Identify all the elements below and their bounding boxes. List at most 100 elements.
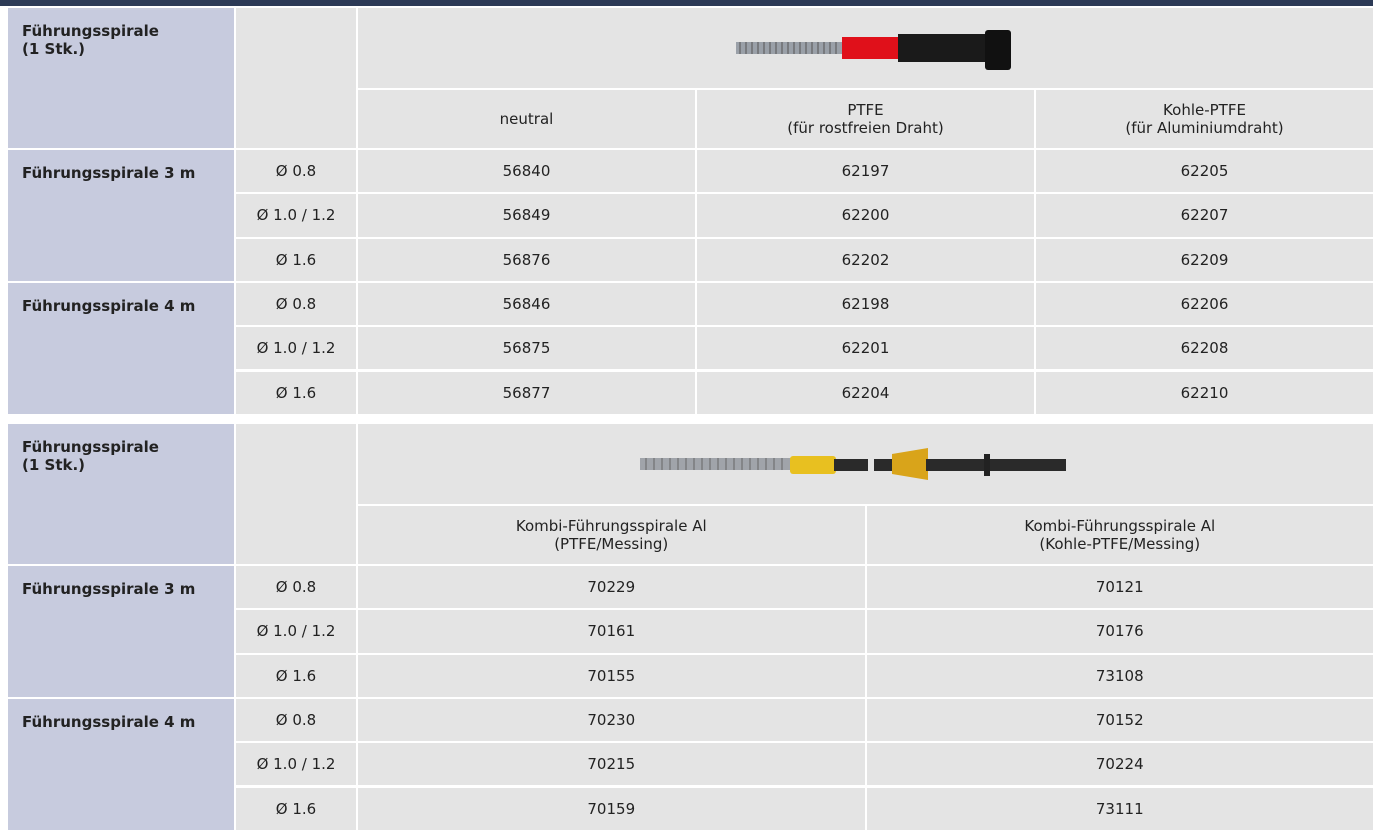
article-number: 62202 [697, 239, 1034, 281]
text: Führungsspirale 4 m [22, 713, 195, 731]
size-cell: Ø 0.8 [236, 283, 356, 325]
text: Ø 1.6 [276, 384, 316, 402]
text: PTFE [847, 101, 883, 119]
text: 62210 [1181, 384, 1229, 402]
text: 70159 [587, 800, 635, 818]
text: Kombi-Führungsspirale Al [516, 517, 707, 535]
article-number: 62197 [697, 150, 1034, 192]
text: Führungsspirale [22, 438, 159, 456]
article-number: 62198 [697, 283, 1034, 325]
text: 62204 [842, 384, 890, 402]
text: 62205 [1181, 162, 1229, 180]
article-number: 70159 [358, 788, 865, 830]
text: 73108 [1096, 667, 1144, 685]
text: 56840 [503, 162, 551, 180]
size-cell: Ø 1.6 [236, 655, 356, 697]
group-label: Führungsspirale 4 m [8, 699, 234, 830]
text: 73111 [1096, 800, 1144, 818]
text: Führungsspirale 3 m [22, 580, 195, 598]
article-number: 70229 [358, 566, 865, 608]
text: Ø 1.0 / 1.2 [257, 622, 336, 640]
group-label: Führungsspirale 3 m [8, 150, 234, 281]
table-title: Führungsspirale(1 Stk.) [8, 424, 234, 564]
text: 70161 [587, 622, 635, 640]
text: (1 Stk.) [22, 40, 85, 58]
text: 70229 [587, 578, 635, 596]
text: 70155 [587, 667, 635, 685]
text: 62201 [842, 339, 890, 357]
text: 56875 [503, 339, 551, 357]
article-number: 70152 [867, 699, 1373, 741]
text: Kombi-Führungsspirale Al [1024, 517, 1215, 535]
text: Führungsspirale 4 m [22, 297, 195, 315]
text: (1 Stk.) [22, 456, 85, 474]
column-header: Kombi-Führungsspirale Al(Kohle-PTFE/Mess… [867, 506, 1373, 564]
article-number: 56877 [358, 372, 695, 414]
size-cell: Ø 1.6 [236, 788, 356, 830]
article-number: 70176 [867, 610, 1373, 652]
text: Ø 0.8 [276, 711, 316, 729]
article-number: 56849 [358, 194, 695, 236]
text: (Kohle-PTFE/Messing) [1039, 535, 1200, 553]
text: Ø 1.0 / 1.2 [257, 339, 336, 357]
column-header: PTFE(für rostfreien Draht) [697, 90, 1034, 148]
text: Ø 1.0 / 1.2 [257, 755, 336, 773]
article-number: 62210 [1036, 372, 1373, 414]
text: neutral [500, 110, 554, 128]
size-cell: Ø 1.0 / 1.2 [236, 610, 356, 652]
text: (PTFE/Messing) [554, 535, 668, 553]
article-number: 73111 [867, 788, 1373, 830]
size-cell: Ø 1.6 [236, 372, 356, 414]
text: 62202 [842, 251, 890, 269]
text: Ø 0.8 [276, 578, 316, 596]
article-number: 70155 [358, 655, 865, 697]
size-cell: Ø 0.8 [236, 566, 356, 608]
text: (für rostfreien Draht) [787, 119, 943, 137]
text: Ø 0.8 [276, 162, 316, 180]
text: 70230 [587, 711, 635, 729]
liner-image [730, 28, 1015, 74]
column-header: Kombi-Führungsspirale Al(PTFE/Messing) [358, 506, 865, 564]
text: Führungsspirale [22, 22, 159, 40]
group-label: Führungsspirale 4 m [8, 283, 234, 414]
text: Führungsspirale 3 m [22, 164, 195, 182]
text: Kohle-PTFE [1163, 101, 1246, 119]
text: 56846 [503, 295, 551, 313]
text: 62200 [842, 206, 890, 224]
text: 56877 [503, 384, 551, 402]
size-cell: Ø 1.0 / 1.2 [236, 743, 356, 785]
size-cell: Ø 0.8 [236, 150, 356, 192]
text: 70176 [1096, 622, 1144, 640]
table-title: Führungsspirale(1 Stk.) [8, 8, 234, 148]
text: 62206 [1181, 295, 1229, 313]
article-number: 62205 [1036, 150, 1373, 192]
article-number: 56846 [358, 283, 695, 325]
text: 70121 [1096, 578, 1144, 596]
text: Ø 1.0 / 1.2 [257, 206, 336, 224]
text: 62197 [842, 162, 890, 180]
text: Ø 1.6 [276, 251, 316, 269]
group-label: Führungsspirale 3 m [8, 566, 234, 697]
size-cell: Ø 0.8 [236, 699, 356, 741]
text: 70152 [1096, 711, 1144, 729]
text: 70224 [1096, 755, 1144, 773]
size-cell: Ø 1.6 [236, 239, 356, 281]
text: Ø 1.6 [276, 800, 316, 818]
text: 56849 [503, 206, 551, 224]
text: 62208 [1181, 339, 1229, 357]
article-number: 70121 [867, 566, 1373, 608]
article-number: 62204 [697, 372, 1034, 414]
text: Ø 0.8 [276, 295, 316, 313]
text: 62207 [1181, 206, 1229, 224]
column-header: Kohle-PTFE(für Aluminiumdraht) [1036, 90, 1373, 148]
article-number: 56840 [358, 150, 695, 192]
article-number: 70161 [358, 610, 865, 652]
top-bar [0, 0, 1373, 6]
article-number: 62206 [1036, 283, 1373, 325]
article-number: 56875 [358, 327, 695, 369]
size-cell: Ø 1.0 / 1.2 [236, 194, 356, 236]
article-number: 56876 [358, 239, 695, 281]
blank-cell [236, 8, 356, 148]
article-number: 62207 [1036, 194, 1373, 236]
page: Führungsspirale(1 Stk.)neutralPTFE(für r… [0, 0, 1373, 831]
